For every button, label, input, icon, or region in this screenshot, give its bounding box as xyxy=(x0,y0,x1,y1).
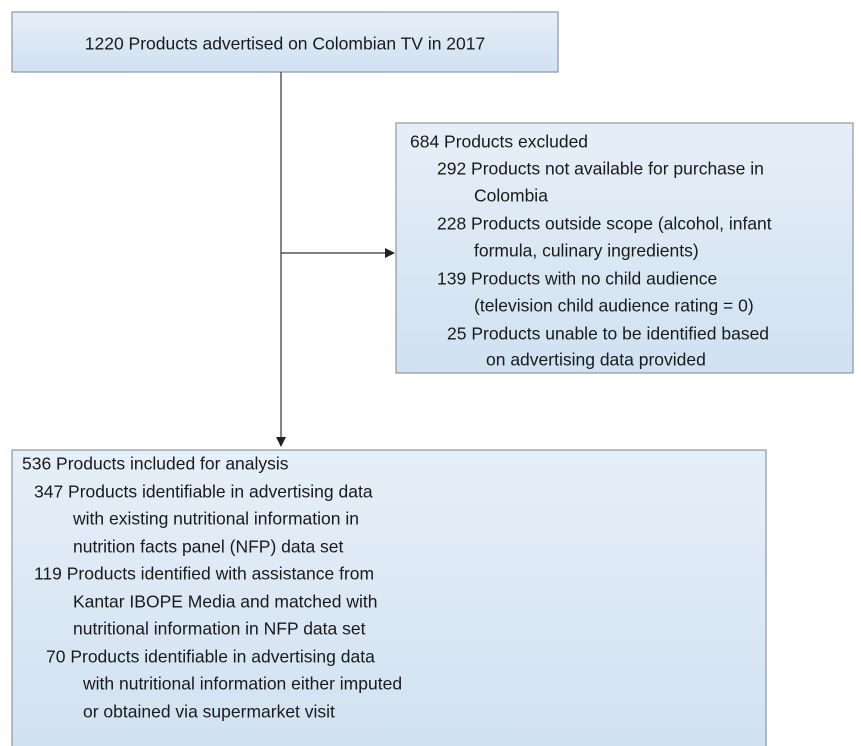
excluded-box xyxy=(395,122,854,374)
item-line: 139 Products with no child audience xyxy=(437,269,717,289)
item-line: 25 Products unable to be identified base… xyxy=(447,324,769,344)
item-line: (television child audience rating = 0) xyxy=(474,296,754,316)
item-line: or obtained via supermarket visit xyxy=(83,702,335,722)
item-line: 292 Products not available for purchase … xyxy=(437,159,764,179)
item-line: nutrition facts panel (NFP) data set xyxy=(73,537,344,557)
included-box xyxy=(11,449,767,746)
item-line: 119 Products identified with assistance … xyxy=(34,564,374,584)
item-line: Colombia xyxy=(474,186,548,206)
item-line: formula, culinary ingredients) xyxy=(474,241,699,261)
item-line: nutritional information in NFP data set xyxy=(73,619,366,639)
start-box xyxy=(11,11,559,73)
item-line: Kantar IBOPE Media and matched with xyxy=(73,592,377,612)
item-line: 70 Products identifiable in advertising … xyxy=(46,647,375,667)
item-line: on advertising data provided xyxy=(486,350,706,370)
item-line: 347 Products identifiable in advertising… xyxy=(34,482,373,502)
included-title: 536 Products included for analysis xyxy=(22,454,289,474)
item-line: 228 Products outside scope (alcohol, inf… xyxy=(437,214,772,234)
item-line: with existing nutritional information in xyxy=(72,509,359,529)
start-label: 1220 Products advertised on Colombian TV… xyxy=(85,34,485,54)
item-line: with nutritional information either impu… xyxy=(82,674,402,694)
excluded-title: 684 Products excluded xyxy=(410,132,588,152)
